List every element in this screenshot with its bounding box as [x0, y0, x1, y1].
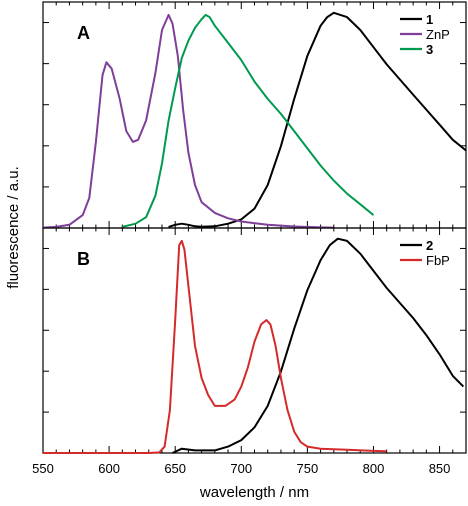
x-tick-label: 750 — [297, 461, 319, 476]
panel-a-legend-label-1: 1 — [426, 12, 433, 27]
x-axis-title: wavelength / nm — [199, 484, 309, 501]
x-tick-label: 700 — [230, 461, 252, 476]
panel-a-series-1-line — [168, 11, 467, 228]
panel-b-series-fbp-line — [43, 239, 387, 454]
panel-a-series-3-line — [122, 13, 375, 228]
panel-b-label: B — [77, 249, 90, 269]
panel-a-series-znp-line — [42, 13, 334, 229]
x-tick-label: 550 — [32, 461, 54, 476]
panel-b-legend-label-fbp: FbP — [426, 253, 450, 268]
panel-b-legend-label-2: 2 — [426, 238, 433, 253]
panel-a-legend-label-znp: ZnP — [426, 27, 450, 42]
x-tick-label: 650 — [164, 461, 186, 476]
panel-a-label: A — [77, 23, 90, 43]
panel-a-frame — [42, 1, 467, 229]
y-axis-title: fluorescence / a.u. — [5, 166, 22, 289]
panel-b-series-2-line — [172, 237, 465, 454]
x-tick-label: 850 — [429, 461, 451, 476]
x-tick-label: 600 — [98, 461, 120, 476]
panel-a-legend-label-3: 3 — [426, 42, 433, 57]
x-tick-label: 800 — [363, 461, 385, 476]
